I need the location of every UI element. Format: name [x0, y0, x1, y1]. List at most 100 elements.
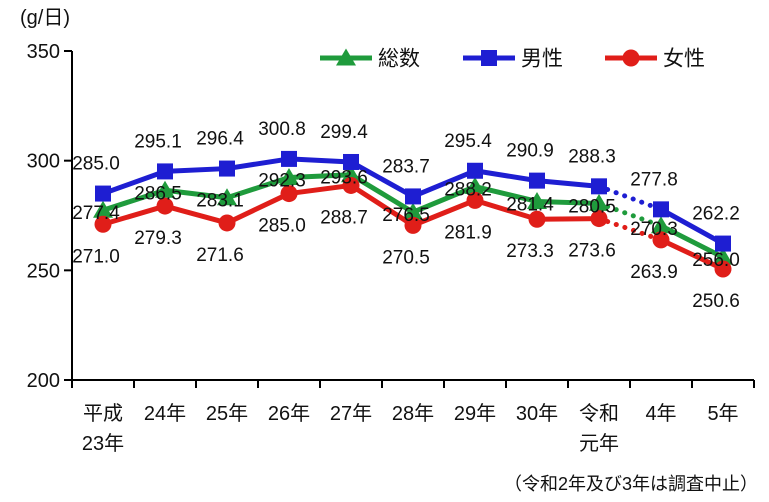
square-marker — [95, 185, 111, 202]
x-category-label: 令和 — [579, 402, 619, 425]
square-marker — [281, 150, 297, 167]
data-label-total: 276.5 — [382, 205, 430, 226]
triangle-marker — [465, 177, 485, 195]
data-label-total: 292.3 — [258, 171, 306, 192]
data-label-female: 285.0 — [258, 216, 306, 237]
series-total — [93, 165, 733, 265]
y-tick-label: 200 — [27, 370, 60, 392]
circle-marker — [156, 197, 174, 215]
circle-marker — [280, 185, 298, 203]
series-total-solid-line — [659, 223, 725, 260]
data-label-male: 290.9 — [506, 141, 554, 162]
series-male-dotted-line — [596, 183, 664, 212]
triangle-marker — [527, 191, 547, 209]
x-category-label: 26年 — [268, 402, 310, 425]
circle-marker — [94, 215, 112, 233]
y-tick-label: 250 — [27, 260, 60, 282]
series-total-dotted-line — [596, 200, 664, 229]
legend-item-female: 女性 — [605, 48, 705, 71]
x-category-label: 24年 — [144, 402, 186, 425]
data-label-female: 288.7 — [320, 207, 368, 228]
data-label-male: 262.2 — [692, 204, 740, 225]
circle-marker — [218, 214, 236, 232]
data-label-female: 263.9 — [630, 262, 678, 283]
data-label-male: 296.4 — [196, 129, 244, 150]
data-label-total: 270.3 — [630, 219, 678, 240]
x-category-label: 4年 — [645, 402, 676, 425]
legend-circle-marker — [622, 49, 640, 67]
data-label-female: 271.6 — [196, 245, 244, 266]
data-label-female: 271.0 — [72, 246, 120, 267]
series-female-solid-line — [659, 237, 725, 272]
series-male-solid-line — [659, 207, 725, 246]
circle-marker — [466, 191, 484, 209]
series-male — [95, 150, 731, 252]
y-axis-unit-label: (g/日) — [20, 7, 70, 29]
data-label-male: 283.7 — [382, 156, 430, 177]
legend: 総数 男性 女性 — [320, 48, 705, 71]
data-label-female: 273.3 — [506, 241, 554, 262]
data-label-male: 277.8 — [630, 169, 678, 190]
square-marker — [591, 178, 607, 195]
data-label-male: 288.3 — [568, 146, 616, 167]
x-category-label: 28年 — [392, 402, 434, 425]
series-female — [94, 176, 732, 278]
legend-square-marker — [481, 50, 497, 66]
data-label-total: 293.6 — [320, 168, 368, 189]
x-category-label: 5年 — [707, 402, 738, 425]
x-category-label: 29年 — [454, 402, 496, 425]
triangle-marker — [279, 168, 299, 186]
circle-marker — [590, 210, 608, 228]
x-category-label: 平成 — [83, 402, 123, 425]
y-tick-labels: 350 300 250 200 — [27, 41, 60, 392]
data-label-total: 280.5 — [568, 196, 616, 217]
square-marker — [157, 163, 173, 180]
data-label-total: 277.4 — [72, 203, 120, 224]
y-tick-label: 300 — [27, 151, 60, 173]
square-marker — [529, 172, 545, 189]
square-marker — [653, 201, 669, 218]
legend-total-label: 総数 — [378, 48, 420, 71]
circle-marker — [342, 176, 360, 194]
legend-triangle-marker — [336, 48, 356, 66]
legend-female-label: 女性 — [663, 48, 705, 71]
axes — [64, 50, 755, 388]
data-label-total: 256.0 — [692, 250, 740, 271]
square-marker — [467, 162, 483, 179]
footnote: （令和2年及び3年は調査中止） — [504, 474, 758, 494]
circle-marker — [714, 260, 732, 278]
square-marker — [219, 160, 235, 177]
data-label-female: 250.6 — [692, 291, 740, 312]
circle-marker — [652, 231, 670, 249]
legend-item-male: 男性 — [463, 48, 563, 71]
x-category-label: 30年 — [516, 402, 558, 425]
data-label-male: 295.4 — [444, 131, 492, 152]
circle-marker — [528, 210, 546, 228]
triangle-marker — [341, 165, 361, 183]
triangle-marker — [217, 188, 237, 206]
legend-male-label: 男性 — [521, 48, 563, 71]
data-label-female: 279.3 — [134, 228, 182, 249]
square-marker — [405, 188, 421, 205]
x-category-label: 27年 — [330, 402, 372, 425]
data-label-male: 300.8 — [258, 119, 306, 140]
y-tick-label: 350 — [27, 41, 60, 63]
data-label-female: 270.5 — [382, 247, 430, 268]
triangle-marker — [589, 193, 609, 211]
data-label-total: 281.4 — [506, 194, 554, 215]
x-category-label: 23年 — [82, 432, 124, 455]
data-label-male: 285.0 — [72, 154, 120, 175]
triangle-marker — [713, 247, 733, 265]
data-label-total: 288.2 — [444, 180, 492, 201]
square-marker — [715, 235, 731, 252]
data-label-female: 281.9 — [444, 222, 492, 243]
series-lines — [93, 150, 733, 278]
data-label-total: 286.5 — [134, 183, 182, 204]
data-label-female: 273.6 — [568, 241, 616, 262]
square-marker — [343, 153, 359, 170]
data-labels: 277.4 286.5 283.1 292.3 293.6 276.5 288.2 281.4… — [72, 119, 740, 312]
triangle-marker — [651, 216, 671, 234]
